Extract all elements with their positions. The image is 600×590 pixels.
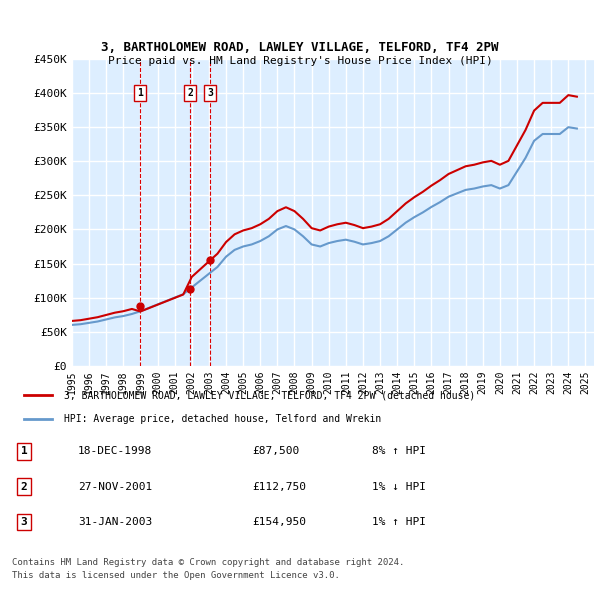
Text: 3: 3 <box>208 88 213 98</box>
Text: 3, BARTHOLOMEW ROAD, LAWLEY VILLAGE, TELFORD, TF4 2PW (detached house): 3, BARTHOLOMEW ROAD, LAWLEY VILLAGE, TEL… <box>64 391 475 401</box>
Text: 3, BARTHOLOMEW ROAD, LAWLEY VILLAGE, TELFORD, TF4 2PW: 3, BARTHOLOMEW ROAD, LAWLEY VILLAGE, TEL… <box>101 41 499 54</box>
Text: 1: 1 <box>20 447 28 456</box>
Text: 1% ↑ HPI: 1% ↑ HPI <box>372 517 426 527</box>
Point <box>135 301 145 311</box>
Text: £112,750: £112,750 <box>252 482 306 491</box>
Point <box>185 284 195 294</box>
Text: 27-NOV-2001: 27-NOV-2001 <box>78 482 152 491</box>
Text: This data is licensed under the Open Government Licence v3.0.: This data is licensed under the Open Gov… <box>12 571 340 580</box>
Text: 1: 1 <box>137 88 143 98</box>
Text: 8% ↑ HPI: 8% ↑ HPI <box>372 447 426 456</box>
Text: £154,950: £154,950 <box>252 517 306 527</box>
Text: HPI: Average price, detached house, Telford and Wrekin: HPI: Average price, detached house, Telf… <box>64 414 381 424</box>
Text: Price paid vs. HM Land Registry's House Price Index (HPI): Price paid vs. HM Land Registry's House … <box>107 56 493 66</box>
Text: Contains HM Land Registry data © Crown copyright and database right 2024.: Contains HM Land Registry data © Crown c… <box>12 558 404 566</box>
Text: 2: 2 <box>20 482 28 491</box>
Text: 3: 3 <box>20 517 28 527</box>
Text: 31-JAN-2003: 31-JAN-2003 <box>78 517 152 527</box>
Text: 1% ↓ HPI: 1% ↓ HPI <box>372 482 426 491</box>
Point <box>205 255 215 265</box>
Text: 18-DEC-1998: 18-DEC-1998 <box>78 447 152 456</box>
Text: 2: 2 <box>187 88 193 98</box>
Text: £87,500: £87,500 <box>252 447 299 456</box>
